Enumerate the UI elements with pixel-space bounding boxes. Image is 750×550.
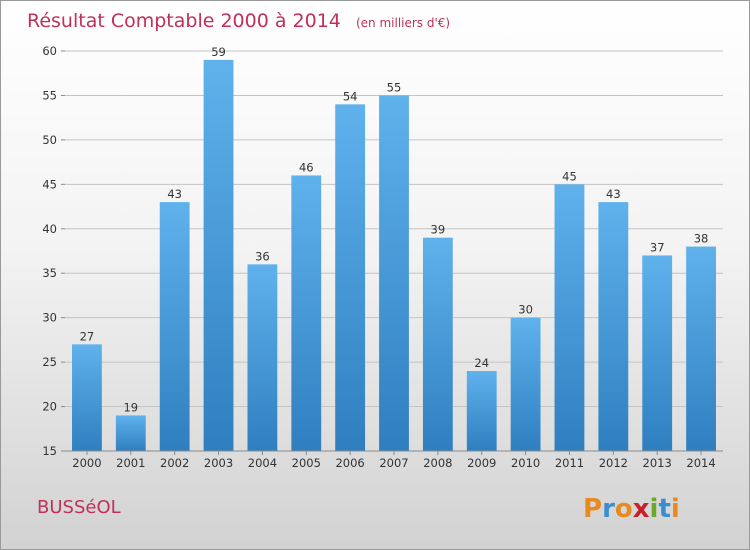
y-tick-label: 35 [42, 266, 57, 280]
bar-2010 [510, 317, 541, 451]
y-tick-label: 30 [42, 311, 57, 325]
x-tick-label: 2003 [204, 456, 233, 470]
logo-letter: i [671, 494, 680, 524]
bar-2002 [159, 202, 190, 451]
y-tick-label: 50 [42, 133, 57, 147]
y-tick-label: 45 [42, 177, 57, 191]
y-tick-label: 60 [42, 44, 57, 58]
x-tick-label: 2005 [292, 456, 321, 470]
bar-value-label: 55 [387, 80, 402, 94]
logo-letter: r [602, 494, 615, 524]
proxiti-logo: Proxiti [583, 494, 680, 524]
x-tick-label: 2010 [511, 456, 540, 470]
bars: 27 19 43 59 36 46 54 55 39 24 30 45 43 37 38 [72, 45, 716, 452]
bar-value-label: 46 [299, 160, 314, 174]
bar-value-label: 59 [211, 45, 226, 59]
bar-2013 [642, 255, 673, 451]
chart-title: Résultat Comptable 2000 à 2014 (en milli… [27, 10, 450, 32]
bar-2008 [422, 237, 453, 451]
x-tick-label: 2012 [599, 456, 628, 470]
chart-title-main: Résultat Comptable 2000 à 2014 [27, 10, 341, 32]
bar-2003 [203, 59, 234, 452]
bar-value-label: 38 [694, 232, 709, 246]
bar-2001 [115, 415, 146, 451]
chart-title-unit: (en milliers d'€) [356, 16, 450, 30]
bar-2014 [686, 246, 716, 451]
bar-value-label: 24 [474, 356, 489, 370]
bar-value-label: 27 [80, 329, 95, 343]
logo-letter: P [583, 494, 602, 524]
y-axis: 15 20 25 30 35 40 45 50 55 60 [42, 44, 65, 458]
x-tick-label: 2007 [379, 456, 408, 470]
bar-2004 [247, 264, 278, 451]
logo-letter: i [650, 494, 659, 524]
bar-2005 [291, 175, 322, 451]
bar-value-label: 54 [343, 89, 358, 103]
logo-letter: x [633, 494, 650, 524]
y-tick-label: 55 [42, 88, 57, 102]
y-tick-label: 15 [42, 444, 57, 458]
logo-letter: t [658, 494, 670, 524]
bar-2000 [72, 344, 102, 451]
bar-value-label: 36 [255, 249, 270, 263]
x-tick-label: 2006 [335, 456, 364, 470]
bar-value-label: 43 [606, 187, 621, 201]
x-tick-label: 2004 [248, 456, 277, 470]
logo-letter: o [615, 494, 633, 524]
city-name: BUSSéOL [37, 497, 121, 518]
x-tick-label: 2014 [686, 456, 715, 470]
bar-value-label: 39 [431, 223, 446, 237]
y-tick-label: 20 [42, 400, 57, 414]
y-tick-label: 25 [42, 355, 57, 369]
x-tick-label: 2013 [643, 456, 672, 470]
x-tick-label: 2000 [72, 456, 101, 470]
bar-2007 [379, 95, 409, 451]
bar-2009 [466, 371, 497, 451]
bar-value-label: 37 [650, 240, 665, 254]
bar-value-label: 45 [562, 169, 577, 183]
x-tick-label: 2002 [160, 456, 189, 470]
x-tick-label: 2011 [555, 456, 584, 470]
y-tick-label: 40 [42, 222, 57, 236]
x-tick-label: 2008 [423, 456, 452, 470]
bar-2012 [598, 202, 629, 451]
bar-value-label: 43 [167, 187, 182, 201]
bar-value-label: 19 [123, 400, 138, 414]
bar-2011 [554, 184, 585, 452]
x-tick-label: 2001 [116, 456, 145, 470]
x-axis: 2000 2001 2002 2003 2004 2005 2006 2007 2008 2009… [72, 451, 716, 470]
x-tick-label: 2009 [467, 456, 496, 470]
bar-2006 [335, 104, 366, 451]
bar-value-label: 30 [518, 303, 533, 317]
